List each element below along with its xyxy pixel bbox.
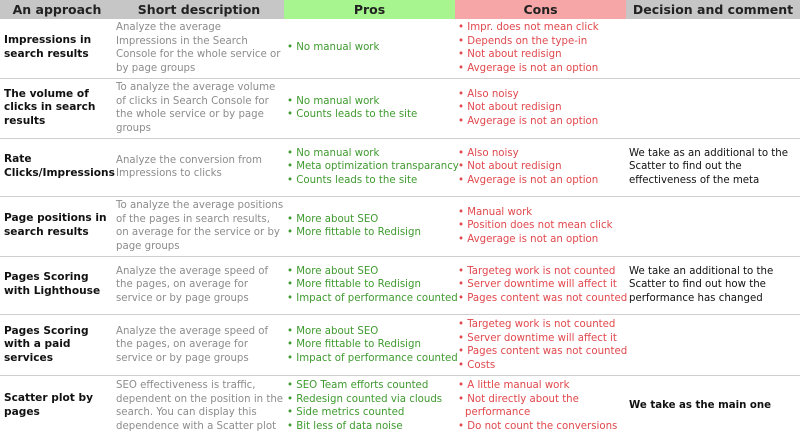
- cons-item: • Server downtime will affect it: [458, 279, 617, 291]
- pros-item: • No manual work: [287, 42, 380, 54]
- cons-item: • A little manual work: [458, 380, 570, 391]
- table-row: Impressions in search results Analyze th…: [0, 20, 800, 76]
- approach-text: Impressions in search results: [4, 34, 92, 60]
- header-decision: Decision and comment: [626, 0, 800, 19]
- pros-item: • Counts leads to the site: [287, 174, 418, 186]
- pros-item: • Counts leads to the site: [287, 109, 418, 120]
- pros-item: • Bit less of data noise: [287, 420, 403, 432]
- header-pros: Pros: [284, 0, 455, 19]
- row-divider: [0, 196, 800, 197]
- table-row: Pages Scoring with Lighthouse Analyze th…: [0, 258, 800, 312]
- approach-text: Scatter plot by pages: [4, 392, 94, 418]
- approach-text: Page positions in search results: [4, 212, 107, 238]
- description-text: Analyze the average speed of the pages, …: [116, 265, 269, 304]
- approach-text: Pages Scoring with a paid services: [4, 324, 89, 364]
- pros-item: • More fittable to Redisign: [287, 227, 421, 238]
- header-cons: Cons: [455, 0, 626, 19]
- cons-item: • Avgerage is not an option: [458, 174, 599, 186]
- description-text: Analyze the average speed of the pages, …: [116, 325, 269, 364]
- cons-item: • Not about redisign: [458, 102, 562, 114]
- decision-text: We take as the main one: [629, 400, 772, 412]
- pros-item: • No manual work: [287, 95, 380, 107]
- pros-item: • More about SEO: [287, 265, 379, 277]
- cons-item: • Avgerage is not an option: [458, 233, 599, 245]
- cons-item: • Also noisy: [458, 88, 519, 100]
- cons-item: • Not about redisign: [458, 49, 562, 60]
- cons-item: performance: [465, 407, 531, 418]
- approach-text: The volume of clicks in search results: [4, 87, 96, 127]
- table-row: The volume of clicks in search results T…: [0, 80, 800, 136]
- table-row: Pages Scoring with a paid services Analy…: [0, 316, 800, 374]
- cons-item: • Server downtime will affect it: [458, 332, 617, 344]
- decision-text: We take as an additional to the Scatter …: [629, 147, 789, 186]
- description-text: To analyze the average positions of the …: [116, 200, 284, 252]
- cons-item: • Not directly about the: [458, 393, 579, 405]
- pros-item: • More about SEO: [287, 325, 379, 337]
- approach-text: Pages Scoring with Lighthouse: [4, 271, 101, 297]
- row-divider: [0, 138, 800, 139]
- row-divider: [0, 256, 800, 257]
- pros-item: • Redesign counted via clouds: [287, 393, 443, 405]
- pros-item: • Side metrics counted: [287, 407, 405, 418]
- cons-item: • Pages content was not counted: [458, 292, 628, 304]
- row-divider: [0, 78, 800, 79]
- table-row: Scatter plot by pages SEO effectiveness …: [0, 377, 800, 435]
- cons-item: • Not about redisign: [458, 161, 562, 173]
- table-row: Rate Clicks/Impressions Analyze the conv…: [0, 140, 800, 194]
- header-approach: An approach: [0, 0, 114, 19]
- decision-text: We take an additional to the Scatter to …: [629, 265, 774, 304]
- table-row: Page positions in search results To anal…: [0, 198, 800, 254]
- cons-item: • Costs: [458, 359, 496, 371]
- pros-item: • Impact of performance counted: [287, 352, 458, 364]
- cons-item: • Avgerage is not an option: [458, 62, 599, 74]
- pros-item: • Impact of performance counted: [287, 292, 458, 304]
- cons-item: • Do not count the conversions: [458, 420, 618, 432]
- pros-item: • SEO Team efforts counted: [287, 380, 429, 391]
- pros-item: • More fittable to Redisign: [287, 279, 421, 291]
- description-text: SEO effectiveness is traffic, dependent …: [116, 380, 284, 432]
- pros-item: • Meta optimization transparancy: [287, 161, 459, 173]
- cons-item: • Impr. does not mean click: [458, 22, 599, 33]
- pros-item: • More about SEO: [287, 213, 379, 225]
- pros-item: • No manual work: [287, 147, 380, 159]
- cons-item: • Position does not mean click: [458, 220, 613, 232]
- description-text: To analyze the average volume of clicks …: [116, 82, 276, 134]
- row-divider: [0, 314, 800, 315]
- description-text: Analyze the average Impressions in the S…: [116, 22, 281, 74]
- cons-item: • Also noisy: [458, 147, 519, 159]
- cons-item: • Manual work: [458, 206, 533, 218]
- cons-item: • Pages content was not counted: [458, 346, 628, 357]
- cons-item: • Targeteg work is not counted: [458, 265, 616, 277]
- description-text: Analyze the conversion from Impressions …: [116, 154, 262, 180]
- cons-item: • Targeteg work is not counted: [458, 319, 616, 330]
- cons-item: • Avgerage is not an option: [458, 115, 599, 127]
- header-description: Short description: [114, 0, 284, 19]
- row-divider: [0, 375, 800, 376]
- cons-item: • Depends on the type-in: [458, 35, 588, 47]
- approach-text: Rate Clicks/Impressions: [4, 153, 115, 179]
- pros-item: • More fittable to Redisign: [287, 339, 421, 351]
